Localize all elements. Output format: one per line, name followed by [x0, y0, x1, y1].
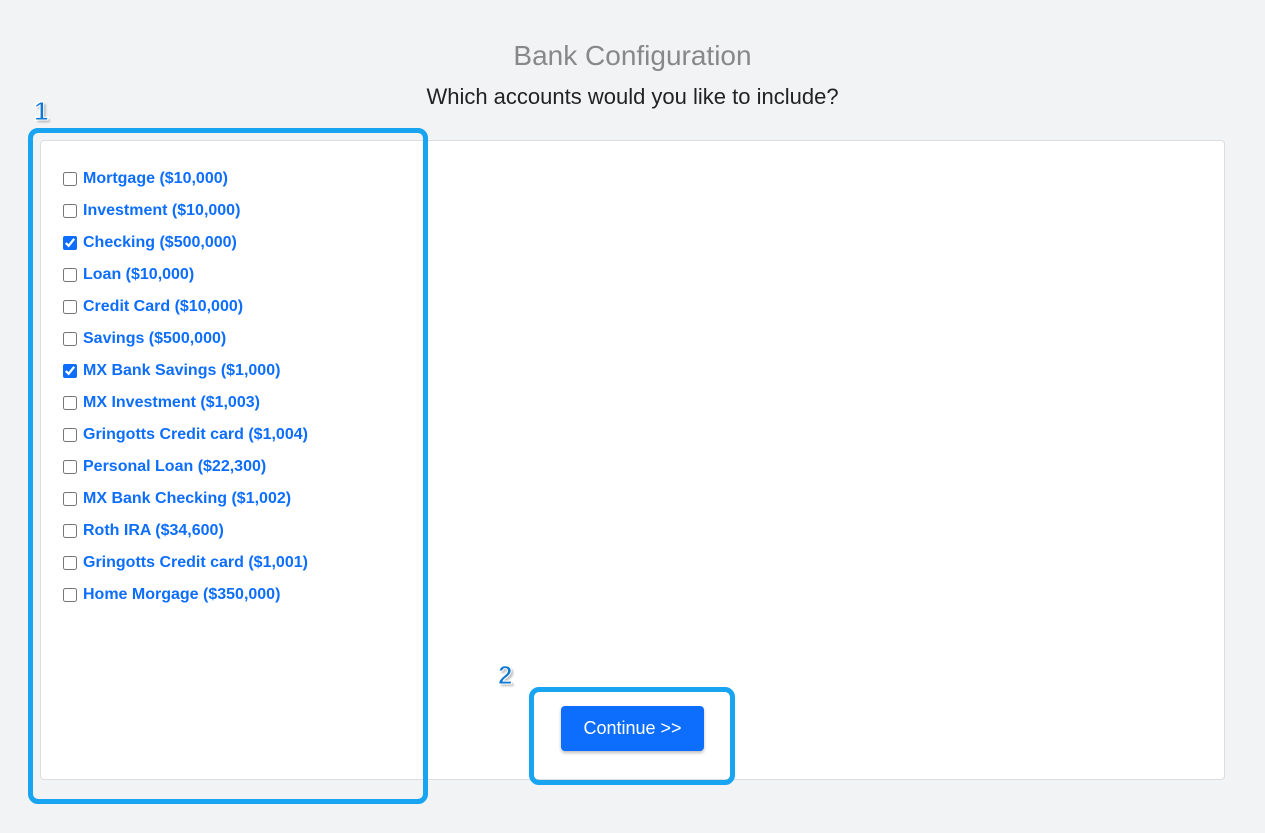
- account-item: MX Investment ($1,003): [63, 387, 1202, 419]
- account-label[interactable]: MX Investment ($1,003): [83, 394, 260, 412]
- account-checkbox[interactable]: [63, 364, 77, 378]
- account-checkbox[interactable]: [63, 556, 77, 570]
- accounts-panel: Mortgage ($10,000) Investment ($10,000) Ch…: [40, 140, 1225, 780]
- account-item: Credit Card ($10,000): [63, 291, 1202, 323]
- account-label[interactable]: Checking ($500,000): [83, 234, 237, 252]
- account-item: Home Morgage ($350,000): [63, 579, 1202, 611]
- account-label[interactable]: Loan ($10,000): [83, 266, 194, 284]
- account-checkbox[interactable]: [63, 524, 77, 538]
- account-label[interactable]: Gringotts Credit card ($1,004): [83, 426, 308, 444]
- account-item: Investment ($10,000): [63, 195, 1202, 227]
- account-label[interactable]: Personal Loan ($22,300): [83, 458, 266, 476]
- account-item: Personal Loan ($22,300): [63, 451, 1202, 483]
- account-checkbox[interactable]: [63, 236, 77, 250]
- page-title: Bank Configuration: [40, 40, 1225, 72]
- account-label[interactable]: Credit Card ($10,000): [83, 298, 243, 316]
- account-item: Loan ($10,000): [63, 259, 1202, 291]
- account-item: MX Bank Savings ($1,000): [63, 355, 1202, 387]
- account-label[interactable]: Gringotts Credit card ($1,001): [83, 554, 308, 572]
- account-checkbox[interactable]: [63, 492, 77, 506]
- account-item: Gringotts Credit card ($1,004): [63, 419, 1202, 451]
- account-item: Mortgage ($10,000): [63, 163, 1202, 195]
- account-checkbox[interactable]: [63, 460, 77, 474]
- account-checkbox[interactable]: [63, 428, 77, 442]
- account-checkbox[interactable]: [63, 268, 77, 282]
- account-checkbox[interactable]: [63, 204, 77, 218]
- account-checkbox[interactable]: [63, 172, 77, 186]
- account-item: MX Bank Checking ($1,002): [63, 483, 1202, 515]
- account-checkbox[interactable]: [63, 396, 77, 410]
- account-item: Savings ($500,000): [63, 323, 1202, 355]
- account-label[interactable]: MX Bank Checking ($1,002): [83, 490, 291, 508]
- account-label[interactable]: Roth IRA ($34,600): [83, 522, 224, 540]
- account-item: Checking ($500,000): [63, 227, 1202, 259]
- account-label[interactable]: Home Morgage ($350,000): [83, 586, 280, 604]
- account-item: Roth IRA ($34,600): [63, 515, 1202, 547]
- account-list: Mortgage ($10,000) Investment ($10,000) Ch…: [63, 163, 1202, 611]
- account-label[interactable]: Savings ($500,000): [83, 330, 226, 348]
- account-label[interactable]: Mortgage ($10,000): [83, 170, 228, 188]
- account-label[interactable]: Investment ($10,000): [83, 202, 240, 220]
- account-item: Gringotts Credit card ($1,001): [63, 547, 1202, 579]
- continue-button[interactable]: Continue >>: [561, 706, 703, 751]
- account-checkbox[interactable]: [63, 588, 77, 602]
- account-checkbox[interactable]: [63, 300, 77, 314]
- button-wrap: Continue >>: [41, 706, 1224, 751]
- account-checkbox[interactable]: [63, 332, 77, 346]
- page-subtitle: Which accounts would you like to include…: [40, 84, 1225, 110]
- page-container: Bank Configuration Which accounts would …: [0, 0, 1265, 820]
- account-label[interactable]: MX Bank Savings ($1,000): [83, 362, 280, 380]
- page-header: Bank Configuration Which accounts would …: [40, 40, 1225, 110]
